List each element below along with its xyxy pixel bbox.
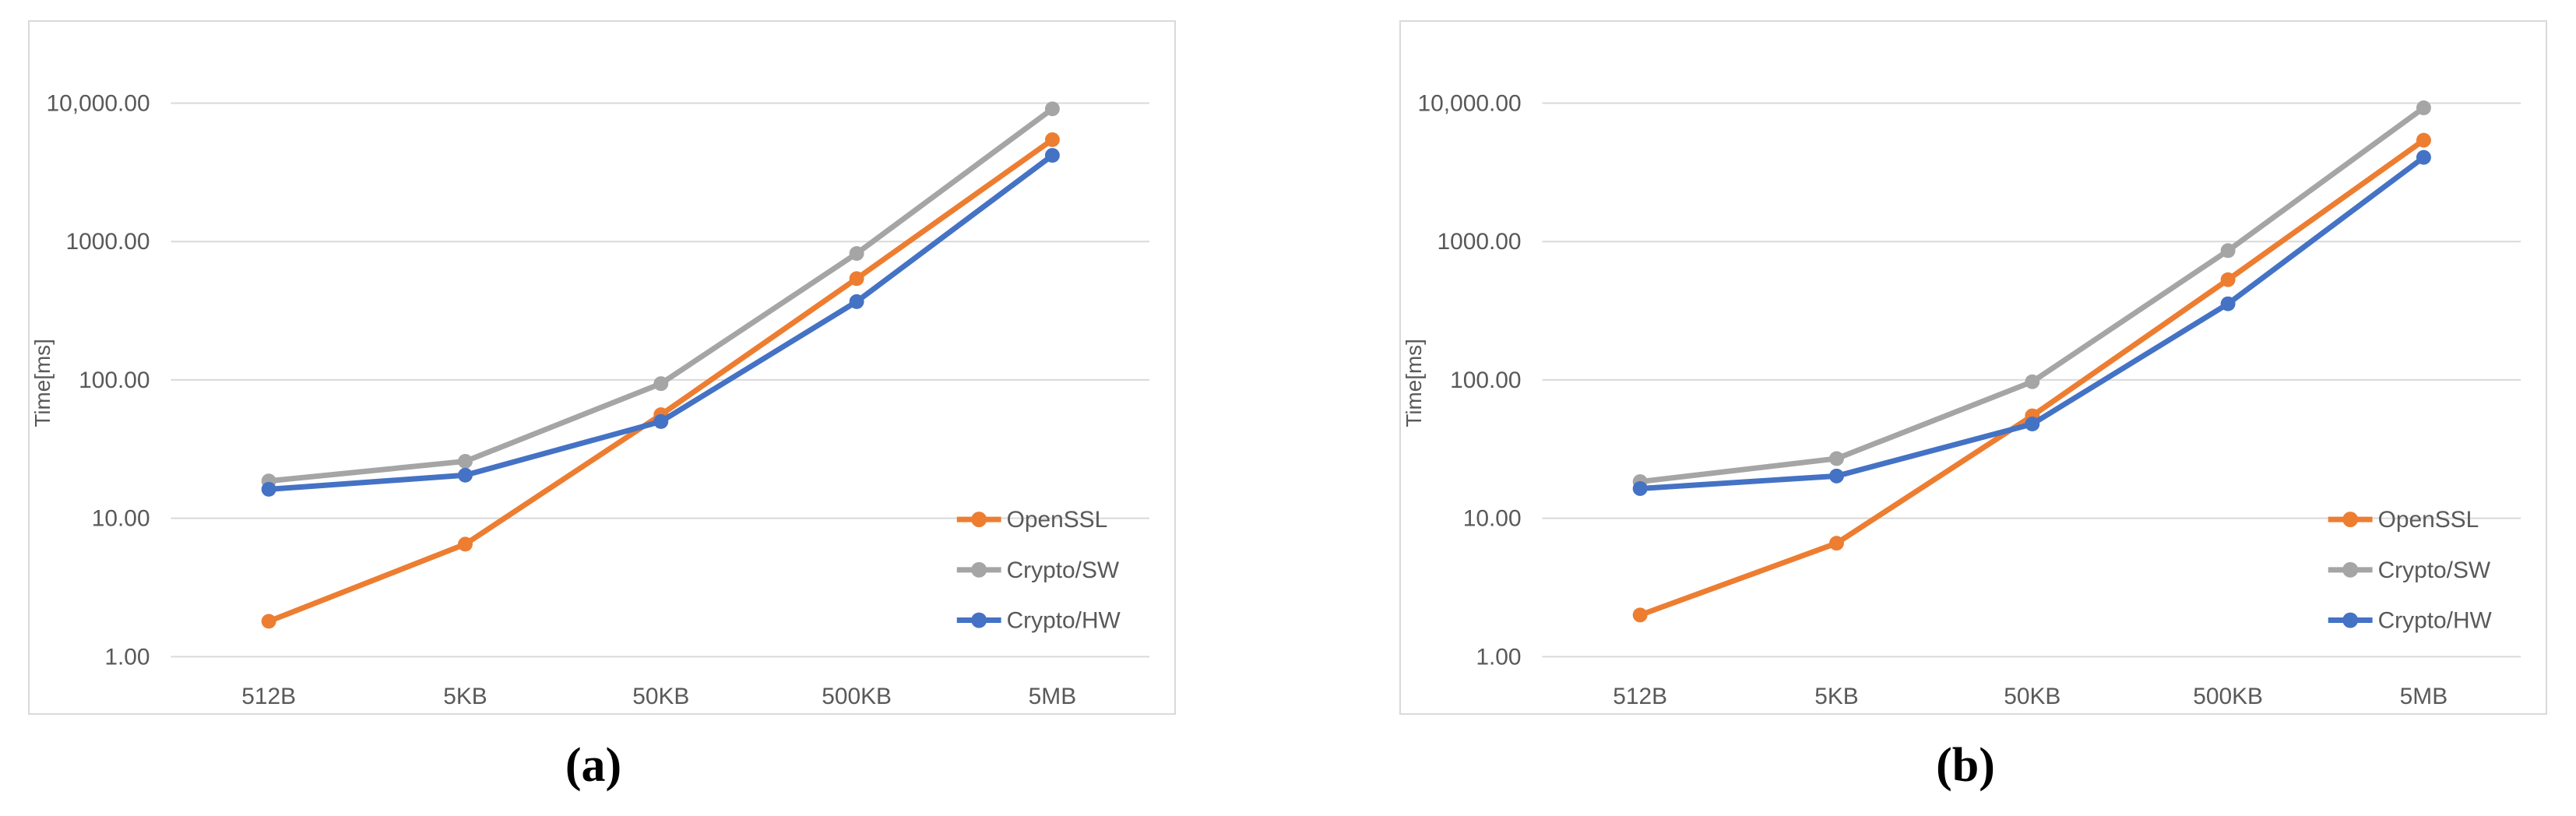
series-marker-crypto-sw-5mb	[2416, 100, 2431, 115]
y-tick-label-100: 100.00	[1450, 368, 1521, 393]
caption-a: (a)	[565, 739, 622, 792]
x-category-label-5mb: 5MB	[2400, 684, 2448, 709]
series-marker-openssl-500kb	[849, 271, 864, 287]
series-marker-crypto-sw-500kb	[2220, 243, 2236, 259]
y-tick-label-10: 10.00	[92, 506, 150, 532]
x-category-label-50kb: 50KB	[2004, 684, 2060, 709]
series-marker-crypto-hw-50kb	[653, 413, 669, 429]
series-marker-crypto-hw-500kb	[2220, 296, 2236, 311]
y-tick-label-1000: 1000.00	[65, 229, 150, 255]
chart-b-canvas: 1.00 10.00 100.00 1000.00 10,000.00 512B 5KB 50…	[1402, 91, 2521, 709]
legend-marker-openssl	[2342, 512, 2359, 528]
legend-label-crypto-hw: Crypto/HW	[1007, 608, 1121, 634]
series-marker-crypto-sw-50kb	[653, 376, 669, 392]
y-axis-title: Time[ms]	[1402, 339, 1426, 427]
legend-marker-openssl	[971, 512, 987, 528]
series-marker-crypto-sw-50kb	[2025, 374, 2040, 389]
x-category-label-512b: 512B	[241, 684, 296, 709]
legend-label-crypto-sw: Crypto/SW	[1007, 557, 1120, 583]
series-marker-openssl-500kb	[2220, 272, 2236, 287]
series-marker-crypto-sw-5kb	[1829, 451, 1844, 466]
series-marker-openssl-5mb	[1044, 132, 1060, 147]
y-tick-label-1: 1.00	[1476, 644, 1521, 670]
y-axis-title: Time[ms]	[30, 339, 55, 427]
series-marker-crypto-sw-5mb	[1044, 101, 1060, 117]
series-marker-openssl-5mb	[2416, 132, 2431, 148]
chart-b: 1.00 10.00 100.00 1000.00 10,000.00 512B 5KB 50…	[1399, 20, 2547, 715]
series-marker-crypto-hw-500kb	[849, 294, 864, 309]
series-marker-crypto-hw-512b	[1632, 481, 1648, 496]
legend-marker-crypto-hw	[971, 612, 987, 628]
series-marker-crypto-hw-50kb	[2025, 417, 2040, 432]
series-marker-openssl-512b	[1632, 607, 1648, 623]
legend-marker-crypto-hw	[2342, 612, 2359, 628]
series-marker-crypto-hw-512b	[261, 481, 276, 497]
y-tick-label-100: 100.00	[79, 368, 150, 393]
x-category-label-512b: 512B	[1613, 684, 1667, 709]
x-category-label-50kb: 50KB	[632, 684, 689, 709]
series-line-crypto-hw	[1637, 154, 2426, 491]
y-tick-label-10: 10.00	[1463, 506, 1522, 532]
legend-label-openssl: OpenSSL	[1007, 507, 1108, 533]
legend-marker-crypto-sw	[2342, 561, 2359, 578]
chart-a: 1.00 10.00 100.00 1000.00 10,000.00 512B 5KB 50…	[28, 20, 1176, 715]
series-marker-crypto-hw-5kb	[1829, 468, 1844, 484]
series-marker-crypto-hw-5mb	[1044, 148, 1060, 163]
series-marker-openssl-512b	[261, 614, 276, 629]
chart-a-canvas: 1.00 10.00 100.00 1000.00 10,000.00 512B 5KB 50…	[30, 91, 1150, 709]
series-line-crypto-hw	[266, 153, 1055, 492]
series-marker-openssl-5kb	[1829, 536, 1844, 551]
y-tick-label-1000: 1000.00	[1437, 229, 1521, 255]
caption-b: (b)	[1936, 739, 1995, 792]
x-category-label-5kb: 5KB	[1814, 684, 1859, 709]
legend-marker-crypto-sw	[971, 561, 987, 578]
legend-label-openssl: OpenSSL	[2378, 507, 2479, 533]
series-marker-crypto-sw-500kb	[849, 246, 864, 262]
x-category-label-5mb: 5MB	[1029, 684, 1076, 709]
y-tick-label-10000: 10,000.00	[1418, 91, 1522, 117]
legend-label-crypto-hw: Crypto/HW	[2378, 608, 2493, 634]
series-marker-crypto-sw-5kb	[458, 454, 473, 469]
series-marker-crypto-hw-5mb	[2416, 149, 2431, 165]
legend-label-crypto-sw: Crypto/SW	[2378, 557, 2491, 583]
x-category-label-500kb: 500KB	[822, 684, 892, 709]
x-category-label-5kb: 5KB	[443, 684, 487, 709]
series-marker-crypto-hw-5kb	[458, 467, 473, 483]
y-tick-label-10000: 10,000.00	[47, 91, 150, 117]
series-marker-openssl-5kb	[458, 536, 473, 552]
x-category-label-500kb: 500KB	[2193, 684, 2263, 709]
y-tick-label-1: 1.00	[104, 644, 150, 670]
